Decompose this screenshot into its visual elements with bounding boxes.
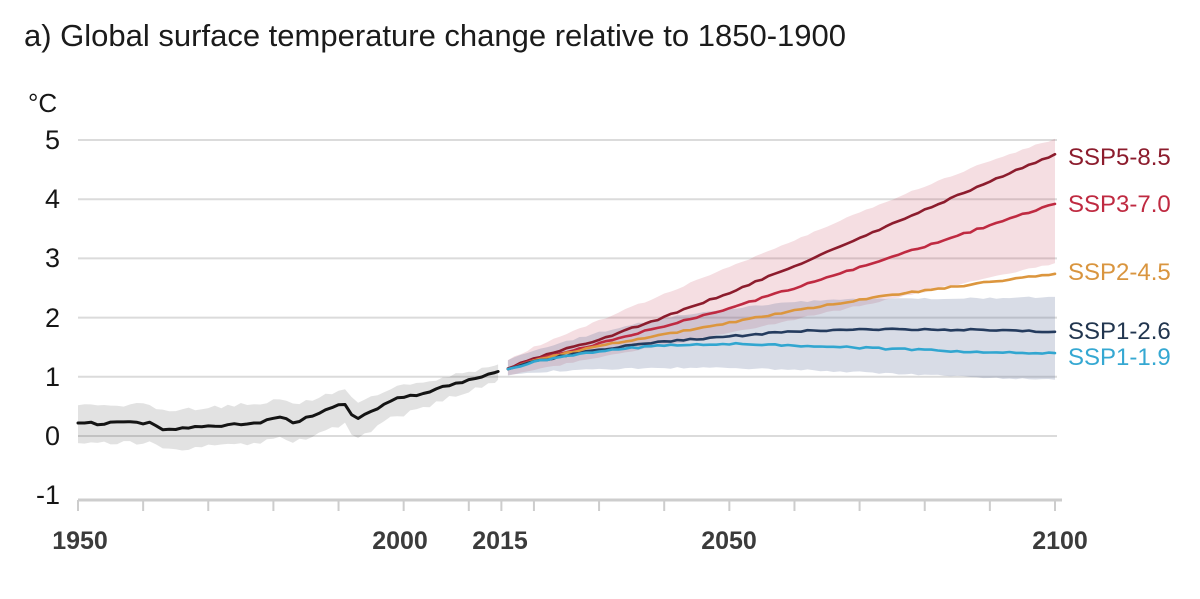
x-tick-label-2050: 2050 xyxy=(701,527,757,555)
legend-label-ssp1-26: SSP1-2.6 xyxy=(1068,318,1171,345)
x-tick-label-2015: 2015 xyxy=(472,527,528,555)
line-historical xyxy=(76,370,500,432)
y-tick-label-5: 5 xyxy=(44,125,60,155)
x-tick-label-2100: 2100 xyxy=(1032,527,1088,555)
band-ssp3-7-0 xyxy=(507,138,1055,375)
x-tick-label-1950: 1950 xyxy=(52,527,108,555)
y-tick-label-3: 3 xyxy=(44,243,60,273)
y-axis-unit-label: °C xyxy=(28,88,58,118)
line-ssp3-7-0 xyxy=(506,202,1057,371)
legend-label-ssp3-70: SSP3-7.0 xyxy=(1068,191,1171,218)
chart-title: a) Global surface temperature change rel… xyxy=(24,18,846,53)
band-ssp1-2-6 xyxy=(507,296,1055,380)
y-tick-label-neg1: -1 xyxy=(35,480,60,510)
y-tick-label-2: 2 xyxy=(44,303,60,333)
line-ssp2-4-5 xyxy=(506,272,1057,371)
y-tick-label-0: 0 xyxy=(44,421,60,451)
line-ssp1-1-9 xyxy=(506,341,1057,371)
x-tick-label-2000: 2000 xyxy=(372,527,428,555)
legend-label-ssp2-45: SSP2-4.5 xyxy=(1068,259,1171,286)
legend-label-ssp1-19: SSP1-1.9 xyxy=(1068,344,1171,371)
y-tick-label-4: 4 xyxy=(44,184,60,214)
line-ssp1-2-6 xyxy=(506,327,1057,371)
y-tick-label-1: 1 xyxy=(44,362,60,392)
line-ssp5-8-5 xyxy=(506,152,1057,370)
legend-label-ssp5-85: SSP5-8.5 xyxy=(1068,144,1171,171)
